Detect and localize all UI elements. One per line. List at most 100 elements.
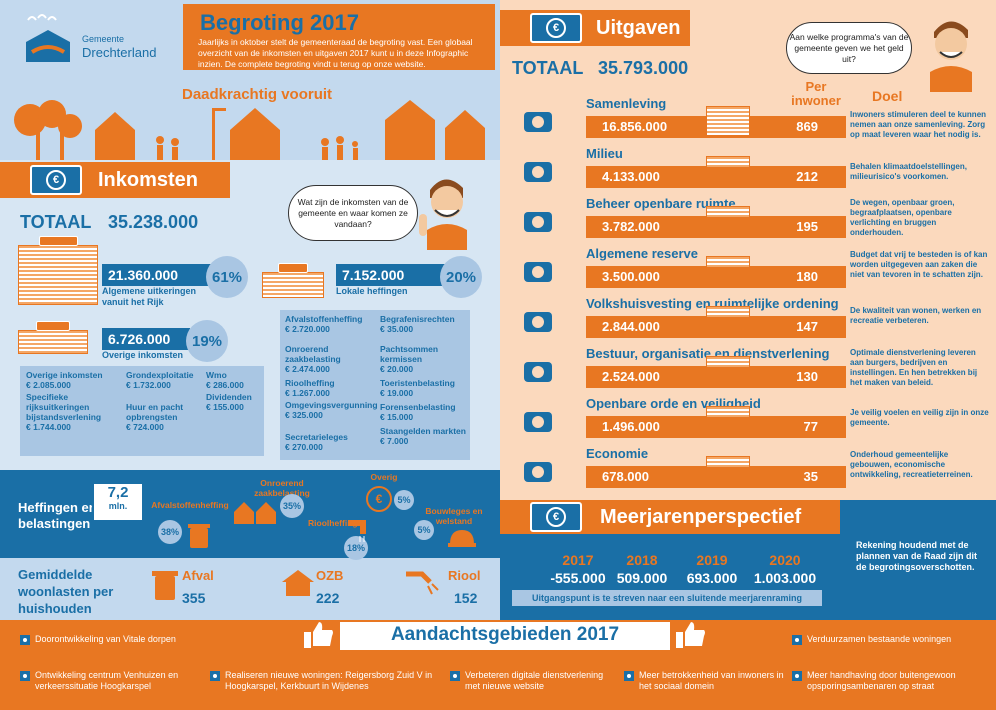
lokaal-detail-2: Rioolheffing € 1.267.000 [285, 378, 335, 398]
tax-label-bouwleges: Bouwleges en welstand [425, 506, 483, 526]
meerjaren-title: Meerjarenperspectief [600, 506, 802, 528]
inkomsten-title: Inkomsten [98, 169, 199, 191]
money-stack-lokaal-icon [262, 263, 324, 298]
logo-icon [18, 12, 78, 72]
overig-detail-4: Wmo € 286.000 [206, 370, 244, 390]
page-title: Begroting 2017 [200, 10, 359, 35]
shield-check-icon [518, 404, 558, 438]
woonlasten-title: Gemiddelde woonlasten per huishouden [18, 567, 114, 616]
tax-label-riool: Rioolheffing [308, 518, 358, 528]
inkomsten-totaal-label: TOTAAL [20, 212, 92, 232]
bullet-icon [792, 635, 802, 645]
expense-amount-4: 2.844.000 [602, 319, 660, 334]
uitgaven-totaal-label: TOTAAL [512, 58, 584, 78]
tax-label-ozb: Onroerend zaakbelasting [254, 478, 310, 498]
faucet-icon [346, 516, 376, 542]
expense-doel-1: Behalen klimaatdoelstellingen, milieuris… [850, 162, 967, 181]
uitgaven-totaal-value: 35.793.000 [598, 58, 689, 78]
aandacht-title-box [340, 622, 670, 650]
uitgaven-money-icon: € [530, 13, 582, 43]
bin-icon [188, 522, 210, 550]
logo-line1: Gemeente [82, 34, 125, 44]
money-stack-icon [706, 306, 750, 318]
overig-detail-3: Huur en pacht opbrengsten € 724.000 [126, 402, 184, 432]
woonlasten-shower-icon [404, 568, 440, 600]
meerjaren-value-0: -555.000 [550, 570, 606, 586]
woonlasten-label-afval: Afval [182, 568, 214, 583]
expense-label-1: Milieu [586, 146, 623, 161]
expense-per-inwoner-4: 147 [796, 319, 818, 334]
expense-doel-2: De wegen, openbaar groen, begraafplaatse… [850, 198, 955, 237]
expense-label-3: Algemene reserve [586, 246, 699, 261]
lokaal-pct: 20% [440, 256, 482, 298]
expense-doel-5: Optimale dienstverlening leveren aan bur… [850, 348, 978, 387]
expense-amount-3: 3.500.000 [602, 269, 660, 284]
expense-per-inwoner-1: 212 [796, 169, 818, 184]
family-icon [518, 104, 558, 138]
lokaal-detail-6: Pachtsommen kermissen € 20.000 [380, 344, 439, 374]
overig-detail-5: Dividenden € 155.000 [206, 392, 252, 412]
lokaal-detail-0: Afvalstoffenheffing € 2.720.000 [285, 314, 363, 334]
aandacht-item-2: Ontwikkeling centrum Venhuizen en verkee… [20, 670, 200, 692]
lokaal-detail-9: Staangelden markten € 7.000 [380, 426, 466, 446]
heffingen-total-box: 7,2 mln. [92, 482, 144, 522]
aandacht-item-4: Verbeteren digitale dienstverlening met … [450, 670, 610, 692]
lokaal-detail-7: Toeristenbelasting € 19.000 [380, 378, 455, 398]
tax-label-overig: Overig [370, 472, 398, 482]
lokaal-details-box [280, 310, 470, 460]
money-stack-icon [706, 156, 750, 168]
person-uitgaven-icon [920, 12, 980, 92]
house-gear-icon [518, 304, 558, 338]
bullet-icon [624, 671, 634, 681]
expense-per-inwoner-6: 77 [803, 419, 818, 434]
lokaal-amount: 7.152.000 [336, 264, 448, 286]
rijk-pct: 61% [206, 256, 248, 298]
bullet-icon [20, 635, 30, 645]
bullet-icon [210, 671, 220, 681]
aandacht-item-0: Doorontwikkeling van Vitale dorpen [20, 634, 280, 645]
thumbs-up-right-icon [676, 622, 706, 648]
money-stack-icon [706, 256, 750, 268]
aandacht-item-1: Verduurzamen bestaande woningen [792, 634, 982, 645]
woonlasten-label-ozb: OZB [316, 568, 344, 583]
lokaal-detail-3: Omgevingsvergunning € 325.000 [285, 400, 378, 420]
bullet-icon [792, 671, 802, 681]
tax-label-afval: Afvalstoffenheffing [151, 500, 229, 510]
tax-pct-ozb: 35% [280, 494, 304, 518]
expense-bar-7 [586, 466, 846, 488]
expense-per-inwoner-7: 35 [803, 469, 818, 484]
aandacht-item-5: Meer betrokkenheid van inwoners in het s… [624, 670, 784, 692]
expense-label-7: Economie [586, 446, 649, 461]
woonlasten-house-icon [282, 568, 314, 596]
expense-amount-2: 3.782.000 [602, 219, 660, 234]
handshake-icon [518, 354, 558, 388]
money-stack-overig-icon [18, 321, 88, 354]
expense-amount-6: 1.496.000 [602, 419, 660, 434]
expense-bar-6 [586, 416, 846, 438]
expense-doel-3: Budget dat vrij te besteden is of kan wo… [850, 250, 988, 279]
meerjaren-year-0: 2017 [562, 552, 594, 568]
meerjaren-value-2: 693.000 [686, 570, 738, 586]
rijk-label: Algemene uitkeringen vanuit het Rijk [102, 286, 197, 307]
rijk-amount: 21.360.000 [102, 264, 214, 286]
bullet-icon [450, 671, 460, 681]
meerjaren-value-1: 509.000 [616, 570, 668, 586]
overig-amount: 6.726.000 [102, 328, 190, 350]
tax-pct-bouwleges: 5% [414, 520, 434, 540]
expense-doel-0: Inwoners stimuleren deel te kunnen nemen… [850, 110, 987, 139]
heffingen-total-unit: mln. [108, 501, 128, 511]
expense-doel-4: De kwaliteit van wonen, werken en recrea… [850, 306, 982, 325]
expense-per-inwoner-3: 180 [796, 269, 818, 284]
expense-label-0: Samenleving [586, 96, 667, 111]
expense-label-5: Bestuur, organisatie en dienstverlening [586, 346, 830, 361]
intro-box [183, 4, 495, 70]
town-illustration [0, 90, 500, 160]
expense-per-inwoner-5: 130 [796, 369, 818, 384]
expense-bar-1 [586, 166, 846, 188]
expense-amount-5: 2.524.000 [602, 369, 660, 384]
expense-doel-7: Onderhoud gemeentelijke gebouwen, econom… [850, 450, 973, 479]
house-leaf-icon [518, 154, 558, 188]
expense-amount-1: 4.133.000 [602, 169, 660, 184]
inkomsten-totaal-value: 35.238.000 [108, 212, 199, 232]
money-stack-icon [706, 456, 750, 468]
